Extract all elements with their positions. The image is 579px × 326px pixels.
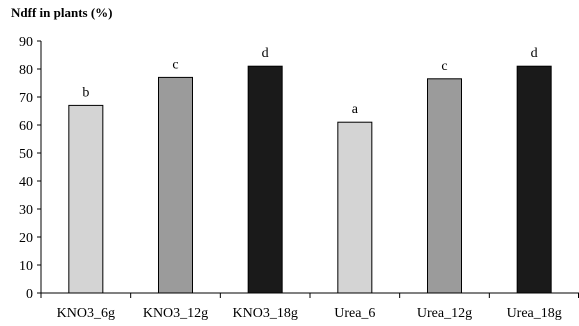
y-axis: 0 10 20 30 40 50 60 70 80 90 (19, 35, 42, 302)
significance-letter: c (441, 59, 447, 74)
bar-KNO3_18g (247, 65, 283, 294)
y-tick-label: 80 (19, 63, 33, 78)
bar-Urea_12g (427, 78, 462, 294)
significance-letter: a (352, 102, 359, 117)
y-tick-label: 90 (19, 35, 33, 50)
significance-letters: b c d a c d (82, 46, 537, 117)
x-tick-label: Urea_18g (507, 306, 562, 321)
y-tick-label: 60 (19, 119, 33, 134)
bar-Urea_18g (516, 65, 552, 294)
bar-Urea_6 (337, 121, 373, 294)
y-tick-label: 0 (26, 287, 33, 302)
x-tick-label: KNO3_6g (57, 306, 115, 321)
x-tick-label: KNO3_12g (143, 306, 208, 321)
significance-letter: c (172, 57, 178, 72)
x-tick-label: KNO3_18g (232, 306, 297, 321)
y-tick-label: 20 (19, 231, 33, 246)
significance-letter: b (82, 85, 89, 100)
x-tick-label: Urea_6 (334, 306, 375, 321)
y-tick-label: 50 (19, 147, 33, 162)
significance-letter: d (262, 46, 269, 61)
y-tick-label: 70 (19, 91, 33, 106)
bar-KNO3_12g (158, 76, 193, 294)
x-tick-label: Urea_12g (417, 306, 472, 321)
y-tick-label: 40 (19, 175, 33, 190)
x-axis: KNO3_6g KNO3_12g KNO3_18g Urea_6 Urea_12g Ure… (40, 292, 579, 321)
y-tick-label: 30 (19, 203, 33, 218)
bar-KNO3_6g (68, 104, 104, 294)
significance-letter: d (531, 46, 538, 61)
bars (68, 65, 552, 294)
chart-title: Ndff in plants (%) (11, 5, 113, 20)
y-tick-label: 10 (19, 259, 33, 274)
